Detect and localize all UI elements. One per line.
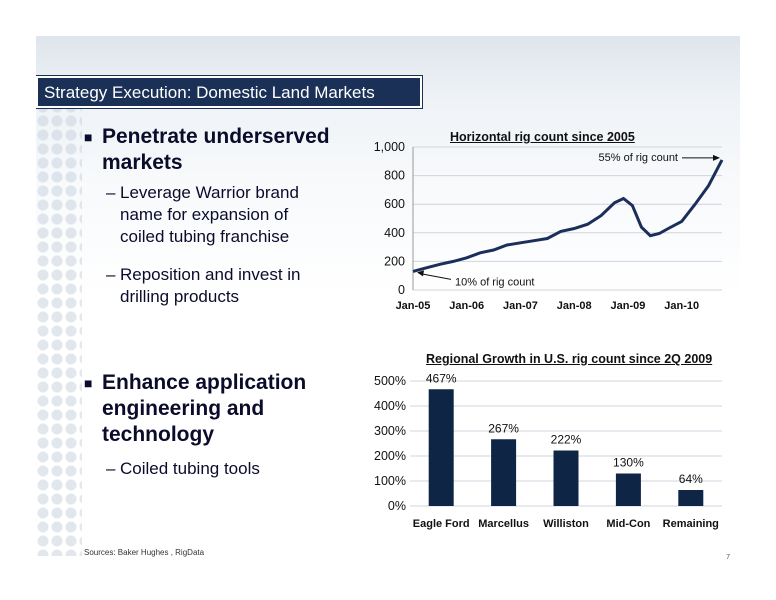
line-series: [412, 159, 724, 273]
x-category-label: Williston: [543, 518, 589, 530]
dash-icon: –: [106, 265, 116, 284]
y-tick-label: 0%: [388, 499, 406, 513]
x-tick-label: Jan-10: [664, 300, 699, 312]
y-tick-label: 400: [384, 226, 405, 240]
x-tick-label: Jan-07: [503, 300, 538, 312]
line-chart-title: Horizontal rig count since 2005: [450, 130, 635, 144]
bar-value-label: 130%: [613, 456, 644, 470]
bar: [553, 450, 579, 506]
sub-bullet-1-1-text: Leverage Warrior brand name for expansio…: [120, 183, 299, 246]
bar-value-label: 222%: [551, 433, 582, 447]
y-tick-label: 1,000: [374, 140, 405, 154]
sub-bullet-1-2-text: Reposition and invest in drilling produc…: [120, 265, 301, 306]
bullet-2-text: Enhance application engineering and tech…: [102, 371, 307, 446]
x-category-label: Marcellus: [478, 518, 529, 530]
dash-icon: –: [106, 183, 116, 202]
slide: Strategy Execution: Domestic Land Market…: [36, 36, 740, 565]
x-tick-label: Jan-06: [449, 300, 484, 312]
bar-value-label: 64%: [679, 472, 703, 486]
x-tick-label: Jan-05: [396, 300, 431, 312]
arrowhead-icon: [417, 270, 424, 277]
bar-chart: 0% 100% 200% 300% 400% 500% 467% Eagle Ford 267…: [374, 371, 722, 530]
y-tick-label: 200: [384, 254, 405, 268]
bullet-1-text: Penetrate underserved markets: [102, 125, 330, 174]
y-tick-label: 200%: [374, 449, 406, 463]
line-chart: 0 200 400 600 800 1,000 Jan-05 Jan-06 Jan-07 Jan…: [374, 140, 724, 312]
bar-chart-title: Regional Growth in U.S. rig count since …: [426, 352, 713, 366]
y-tick-label: 0: [398, 283, 405, 297]
bar: [615, 473, 641, 506]
y-tick-label: 400%: [374, 399, 406, 413]
y-tick-label: 800: [384, 169, 405, 183]
slide-title: Strategy Execution: Domestic Land Market…: [44, 83, 375, 102]
bullet-square-icon: ■: [84, 129, 93, 145]
x-tick-label: Jan-08: [557, 300, 592, 312]
decorative-pattern: [36, 86, 82, 556]
y-tick-label: 500%: [374, 374, 406, 388]
bar: [428, 389, 454, 506]
x-category-label: Mid-Con: [606, 518, 650, 530]
y-tick-label: 600: [384, 197, 405, 211]
y-tick-label: 300%: [374, 424, 406, 438]
sub-bullet-2-1-text: Coiled tubing tools: [120, 459, 260, 478]
page-number: 7: [726, 554, 730, 561]
annotation-label: 10% of rig count: [455, 276, 535, 288]
arrowhead-icon: [713, 154, 720, 161]
bar: [491, 439, 517, 506]
x-category-label: Remaining: [663, 518, 719, 530]
annotation-arrow: [418, 272, 452, 280]
bullet-square-icon: ■: [84, 375, 93, 391]
bar: [678, 490, 704, 506]
bar-value-label: 467%: [426, 371, 457, 385]
x-tick-label: Jan-09: [611, 300, 646, 312]
y-tick-label: 100%: [374, 474, 406, 488]
annotation-label: 55% of rig count: [599, 152, 679, 164]
bar-value-label: 267%: [488, 421, 519, 435]
title-bar: Strategy Execution: Domestic Land Market…: [36, 76, 422, 108]
x-category-label: Eagle Ford: [413, 518, 470, 530]
dash-icon: –: [106, 459, 116, 478]
source-note: Sources: Baker Hughes , RigData: [84, 548, 205, 557]
